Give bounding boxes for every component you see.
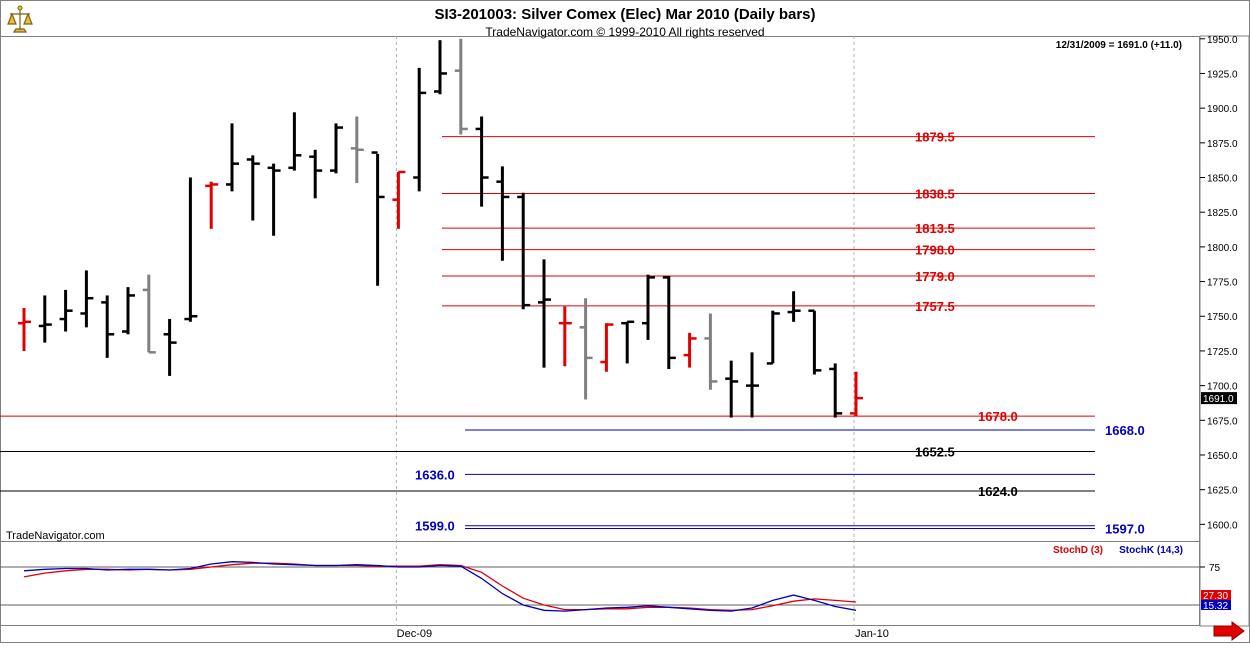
ohlc-bar [80,270,94,328]
level-label: 1668.0 [1105,423,1145,438]
copyright-text: TradeNavigator.com © 1999-2010 All right… [485,25,764,39]
level-label: 1757.5 [915,299,955,314]
ohlc-bar [662,276,676,369]
ytick-label: 1600.0 [1207,520,1238,531]
ytick-label: 1925.0 [1207,69,1238,80]
level-label: 1879.5 [915,130,955,145]
ohlc-bar [787,291,801,322]
ohlc-bar [746,352,759,418]
ohlc-bar [392,170,406,229]
stoch-ytick-label: 75 [1209,563,1221,574]
level-label: 1597.0 [1105,522,1145,537]
ohlc-bar [558,306,572,367]
grid-layer [395,36,855,626]
ohlc-bar [725,360,739,418]
ytick-label: 1725.0 [1207,347,1238,358]
ohlc-bar [850,371,863,417]
watermark: TradeNavigator.com [6,530,105,542]
ohlc-bar [371,151,385,286]
ohlc-bar [683,332,697,368]
level-label: 1636.0 [415,467,455,482]
bars-layer [18,38,863,418]
ohlc-bar [38,295,52,343]
scroll-right-arrow-icon[interactable] [1213,621,1245,641]
ytick-label: 1875.0 [1207,139,1238,150]
ohlc-bar [267,163,281,236]
ohlc-bar [642,274,655,340]
ohlc-bar [434,40,447,95]
scales-icon [7,5,33,33]
ohlc-bar [496,166,510,261]
ohlc-bar [454,38,468,135]
ytick-label: 1625.0 [1207,486,1238,497]
level-label: 1599.0 [415,519,455,534]
ohlc-bar [579,298,593,400]
stochd-end-tag [1201,590,1231,600]
legend-stochd: StochD (3) [1053,545,1103,556]
levels-layer: 1879.5 1838.5 1813.5 1798.0 1779.0 1757.5 1678… [0,130,1145,537]
ohlc-bar [101,295,115,358]
ohlc-bar [59,289,73,332]
level-label: 1624.0 [978,484,1018,499]
stochk-end-label: 15.32 [1203,601,1228,612]
ytick-label: 1650.0 [1207,451,1238,462]
chart-title: SI3-201003: Silver Comex (Elec) Mar 2010… [434,6,815,23]
xtick-label-dec: Dec-09 [397,628,432,640]
ohlc-bar [122,287,135,335]
stochk-end-tag [1201,600,1231,610]
level-label: 1779.0 [915,269,955,284]
ytick-label: 1700.0 [1207,382,1238,393]
current-price-tag-label: 1691.0 [1203,394,1234,405]
ohlc-bar [226,123,239,192]
ohlc-bar [288,112,302,171]
ohlc-bar [621,320,635,364]
ytick-label: 1950.0 [1207,35,1238,46]
ohlc-bar [330,123,343,174]
ytick-label: 1825.0 [1207,208,1238,219]
ohlc-bar [163,319,177,376]
ohlc-bar [350,116,364,184]
level-label: 1813.5 [915,221,955,236]
ytick-label: 1850.0 [1207,174,1238,185]
ytick-label: 1800.0 [1207,243,1238,254]
ohlc-bar [829,363,843,418]
yaxis-layer: 1950.0 1925.0 1900.0 1875.0 1850.0 1825.0 1800… [1200,35,1238,531]
ohlc-bar [142,274,156,354]
ohlc-bar [766,310,780,365]
ohlc-bar [184,177,198,322]
level-label: 1798.0 [915,243,955,258]
last-value-text: 12/31/2009 = 1691.0 (+11.0) [1056,40,1182,51]
legend-stochk: StochK (14,3) [1119,545,1183,556]
ytick-label: 1750.0 [1207,312,1238,323]
ytick-label: 1775.0 [1207,278,1238,289]
ohlc-bar [475,116,489,207]
ohlc-bar [246,155,260,221]
ohlc-bar [704,313,718,390]
stoch-series-line [23,561,857,612]
ohlc-bar [309,149,323,199]
ohlc-bar [205,181,219,229]
stochd-end-label: 27.30 [1203,591,1228,602]
ytick-label: 1675.0 [1207,416,1238,427]
ohlc-bar [517,192,531,310]
current-price-tag [1201,392,1237,405]
xtick-label-jan: Jan-10 [855,628,889,640]
ohlc-bar [18,307,31,351]
level-label: 1838.5 [915,186,955,201]
level-label: 1652.5 [915,445,955,460]
ytick-label: 1900.0 [1207,104,1238,115]
ohlc-bar [538,259,551,368]
ohlc-bar [600,323,614,372]
ohlc-bar [808,309,822,375]
level-label: 1678.0 [978,409,1018,424]
price-axis [1199,35,1250,627]
ohlc-bar [413,67,427,192]
